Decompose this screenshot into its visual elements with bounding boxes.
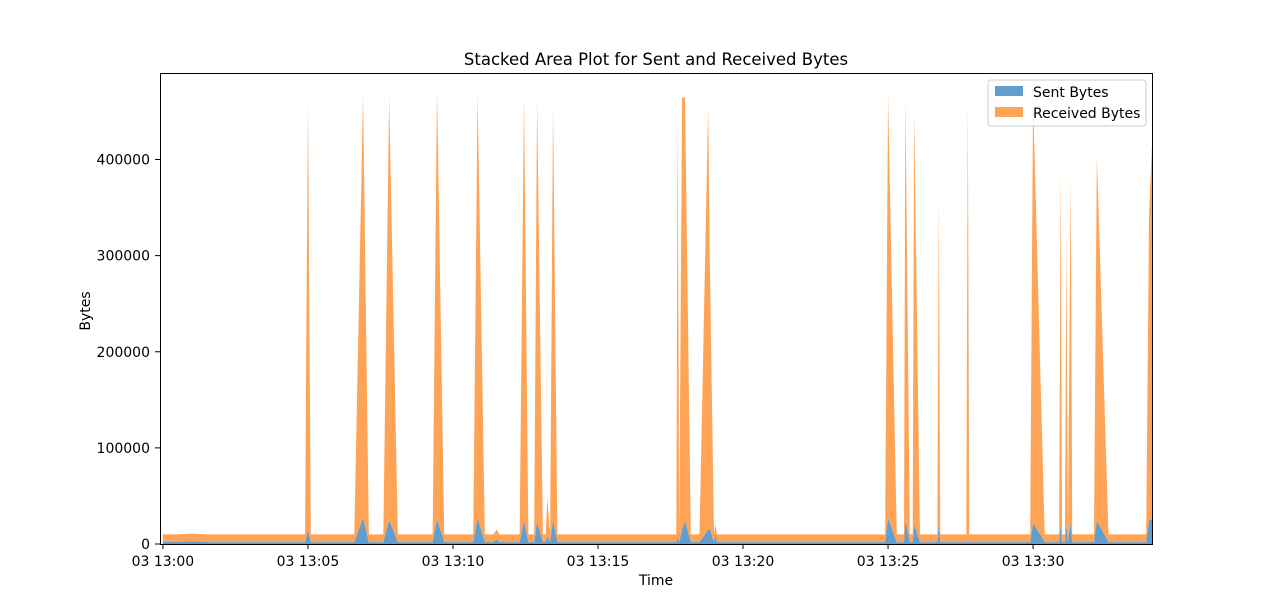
area-sent-bytes xyxy=(162,518,1152,544)
legend-swatch-sent xyxy=(995,86,1023,96)
legend-label-sent: Sent Bytes xyxy=(1033,85,1109,101)
y-tick-label: 100000 xyxy=(97,441,150,457)
x-tick-label: 03 13:30 xyxy=(1002,554,1065,570)
x-tick-label: 03 13:00 xyxy=(132,554,195,570)
legend: Sent Bytes Received Bytes xyxy=(987,79,1147,127)
chart-title: Stacked Area Plot for Sent and Received … xyxy=(464,50,848,69)
area-layers xyxy=(162,89,1152,544)
x-tick-label: 03 13:10 xyxy=(422,554,485,570)
x-tick-label: 03 13:25 xyxy=(857,554,920,570)
y-tick-label: 400000 xyxy=(97,153,150,169)
area-received-bytes xyxy=(162,89,1152,543)
legend-swatch-received xyxy=(995,107,1023,117)
y-tick-label: 200000 xyxy=(97,345,150,361)
y-axis-title: Bytes xyxy=(78,291,94,330)
legend-label-received: Received Bytes xyxy=(1033,106,1140,122)
y-tick-label: 0 xyxy=(141,537,150,553)
x-tick-label: 03 13:15 xyxy=(567,554,630,570)
x-axis: 03 13:00 03 13:05 03 13:10 03 13:15 03 13:20… xyxy=(132,544,1065,570)
x-tick-label: 03 13:05 xyxy=(277,554,340,570)
legend-box xyxy=(987,79,1147,127)
x-tick-label: 03 13:20 xyxy=(712,554,775,570)
plot-frame xyxy=(160,73,1153,545)
y-tick-label: 300000 xyxy=(97,249,150,265)
y-axis: 0 100000 200000 300000 400000 xyxy=(97,153,160,553)
x-axis-title: Time xyxy=(638,573,673,589)
